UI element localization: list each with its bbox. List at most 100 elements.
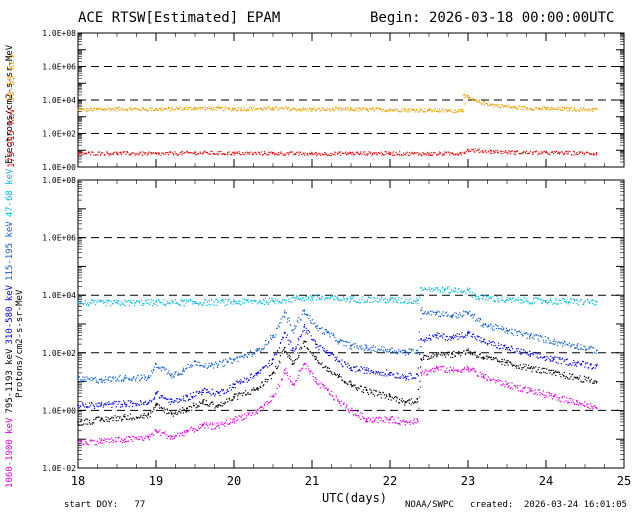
data-point <box>454 312 456 314</box>
data-point <box>399 420 402 422</box>
data-point <box>336 298 338 300</box>
data-point <box>318 361 320 364</box>
data-point <box>373 301 375 303</box>
data-point <box>225 391 228 394</box>
data-point <box>238 380 241 382</box>
data-point <box>186 367 188 369</box>
data-point <box>507 332 509 335</box>
data-point <box>468 371 470 373</box>
data-point <box>129 154 132 156</box>
data-point <box>302 153 305 155</box>
data-point <box>514 384 516 387</box>
data-point <box>164 397 166 399</box>
data-point <box>388 300 390 303</box>
data-point <box>402 302 404 304</box>
data-point <box>580 363 583 365</box>
data-point <box>131 418 133 420</box>
data-point <box>150 370 153 372</box>
data-point <box>521 106 523 108</box>
data-point <box>418 339 420 341</box>
data-point <box>479 353 481 355</box>
data-point <box>249 374 252 376</box>
data-point <box>483 294 485 296</box>
data-point <box>496 324 498 326</box>
data-point <box>479 294 482 297</box>
data-point <box>334 373 336 375</box>
data-point <box>411 108 414 111</box>
data-point <box>535 150 538 152</box>
data-point <box>563 108 566 110</box>
data-point <box>248 301 250 303</box>
data-point <box>201 303 203 306</box>
data-point <box>337 152 339 154</box>
data-point <box>480 325 482 327</box>
data-point <box>112 439 114 441</box>
data-point <box>330 394 332 396</box>
anchor-point <box>233 383 235 386</box>
data-point <box>496 359 499 361</box>
data-point <box>216 425 218 427</box>
data-point <box>207 366 209 368</box>
data-point <box>344 340 346 343</box>
data-point <box>441 154 443 156</box>
data-point <box>448 292 450 294</box>
data-point <box>482 100 485 102</box>
data-point <box>478 336 480 338</box>
data-point <box>331 353 333 355</box>
data-point <box>191 109 193 111</box>
data-point <box>561 341 563 344</box>
data-point <box>437 289 439 291</box>
data-point <box>300 110 302 112</box>
data-point <box>330 353 332 355</box>
data-point <box>295 346 297 348</box>
data-point <box>473 294 475 296</box>
data-point <box>350 381 352 383</box>
data-point <box>92 439 94 442</box>
data-point <box>110 300 112 303</box>
data-point <box>191 152 193 154</box>
data-point <box>286 152 288 154</box>
data-point <box>408 421 410 423</box>
data-point <box>136 107 139 110</box>
data-point <box>106 151 108 153</box>
data-point <box>542 106 544 108</box>
data-point <box>557 362 559 364</box>
data-point <box>303 329 305 332</box>
data-point <box>511 388 514 390</box>
data-point <box>349 107 351 109</box>
data-point <box>233 360 235 362</box>
data-point <box>504 344 506 346</box>
data-point <box>494 151 496 153</box>
data-point <box>379 349 381 351</box>
data-point <box>252 300 254 302</box>
data-point <box>478 320 480 322</box>
data-point <box>578 402 580 404</box>
data-point <box>338 373 341 376</box>
data-point <box>448 338 450 340</box>
data-point <box>228 298 230 300</box>
data-point <box>236 357 239 359</box>
data-point <box>201 365 203 367</box>
data-point <box>529 391 531 393</box>
data-point <box>519 153 521 155</box>
data-point <box>263 303 266 306</box>
data-point <box>269 401 271 404</box>
anchor-point <box>389 298 391 301</box>
data-point <box>88 444 90 446</box>
data-point <box>478 299 480 301</box>
data-point <box>408 402 410 404</box>
data-point <box>565 150 567 153</box>
data-point <box>144 401 146 403</box>
data-point <box>169 403 172 405</box>
data-point <box>281 153 283 155</box>
data-point <box>513 385 515 387</box>
data-point <box>145 400 147 403</box>
data-point <box>402 349 405 352</box>
anchor-point <box>256 387 259 389</box>
data-point <box>397 423 399 425</box>
data-point <box>213 108 215 110</box>
data-point <box>553 107 555 109</box>
data-point <box>336 356 338 359</box>
data-point <box>374 350 376 353</box>
data-point <box>293 384 295 386</box>
